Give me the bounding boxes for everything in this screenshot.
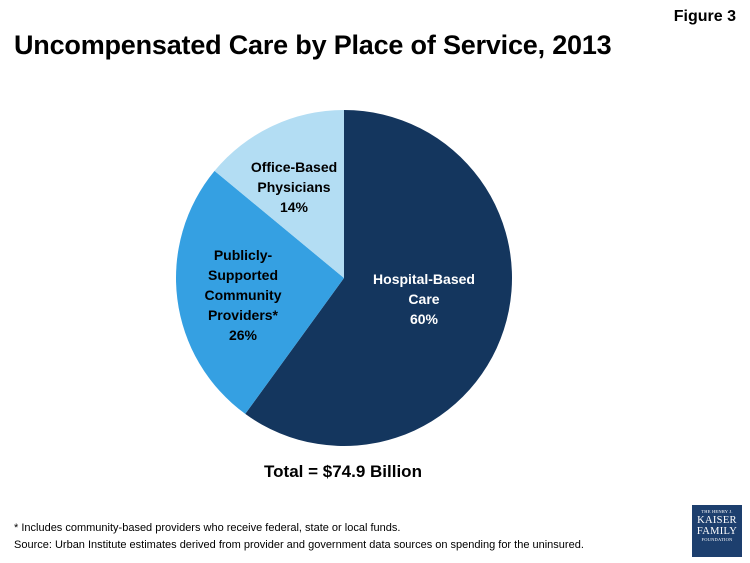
pie-slice-hospital <box>245 110 513 446</box>
logo-line-1: THE HENRY J. <box>701 509 733 514</box>
slice-label-community: Publicly-Supported Community Providers* 26% <box>205 247 282 343</box>
slice-label-office: Office-Based Physicians 14% <box>251 159 337 215</box>
slice-label-hospital: Hospital-Based Care 60% <box>373 271 475 327</box>
logo-line-2: KAISER <box>697 515 737 526</box>
figure-label: Figure 3 <box>673 8 736 25</box>
kff-logo: THE HENRY J. KAISER FAMILY FOUNDATION <box>692 505 742 557</box>
source-note: Source: Urban Institute estimates derive… <box>14 539 584 551</box>
logo-line-3: FAMILY <box>696 526 738 537</box>
footnote: * Includes community-based providers who… <box>14 522 401 534</box>
pie-slice-community <box>175 170 344 414</box>
pie-chart: Hospital-Based Care 60% Publicly-Supported C… <box>175 110 513 446</box>
pie-slice-office <box>214 110 344 278</box>
logo-line-4: FOUNDATION <box>701 537 733 542</box>
total-label: Total = $74.9 Billion <box>264 462 422 481</box>
chart-title: Uncompensated Care by Place of Service, … <box>14 30 612 60</box>
